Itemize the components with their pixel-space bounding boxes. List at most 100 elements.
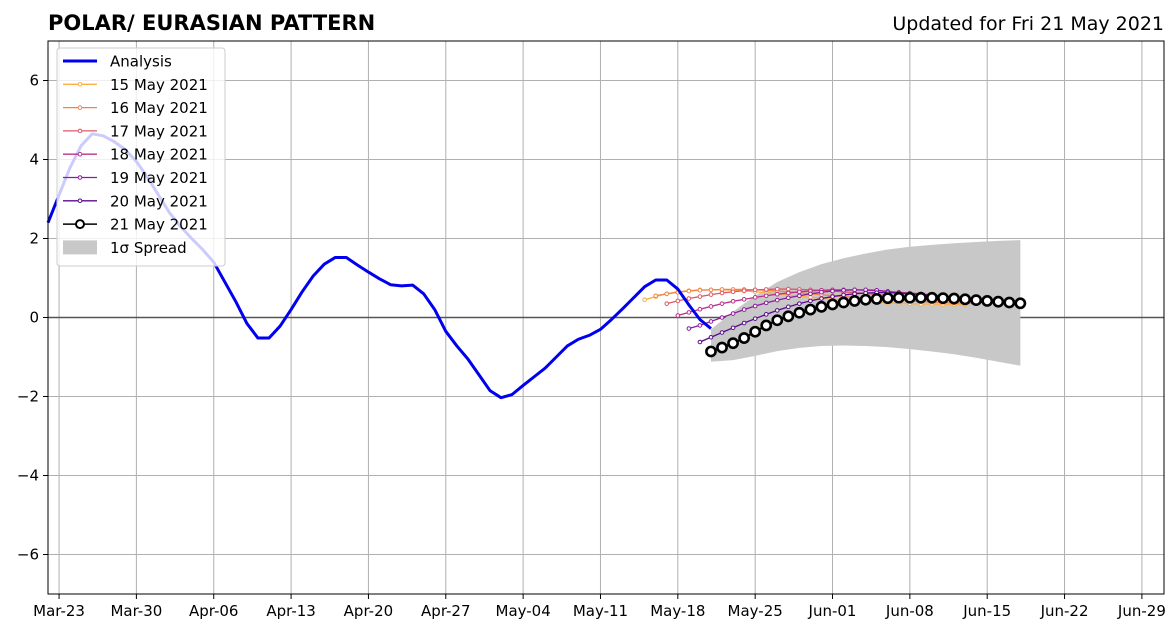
x-tick-label: May-04 bbox=[496, 602, 551, 620]
legend-label: 19 May 2021 bbox=[110, 169, 208, 187]
forecast-point bbox=[808, 291, 813, 297]
legend-swatch-marker bbox=[77, 82, 83, 87]
forecast-point bbox=[763, 312, 769, 317]
legend-label: Analysis bbox=[110, 53, 172, 71]
forecast-point bbox=[763, 300, 769, 306]
current-forecast-point bbox=[870, 293, 883, 305]
current-forecast-point bbox=[727, 337, 739, 350]
forecast-point bbox=[741, 320, 747, 326]
current-forecast-point bbox=[1003, 296, 1016, 309]
legend-label: 17 May 2021 bbox=[110, 122, 208, 140]
forecast-point bbox=[830, 288, 835, 294]
forecast-point bbox=[697, 306, 703, 312]
legend-label: 21 May 2021 bbox=[110, 216, 208, 234]
forecast-point bbox=[719, 301, 725, 306]
forecast-point bbox=[642, 297, 647, 303]
current-forecast-point bbox=[859, 293, 872, 306]
current-forecast-point bbox=[705, 345, 717, 358]
current-forecast-point bbox=[903, 291, 916, 304]
current-forecast-point bbox=[804, 303, 817, 316]
current-forecast-point bbox=[970, 294, 983, 307]
forecast-point bbox=[819, 289, 824, 295]
y-tick-label: 0 bbox=[29, 309, 39, 327]
legend-label: 16 May 2021 bbox=[110, 99, 208, 117]
forecast-point bbox=[752, 316, 758, 321]
current-forecast-point bbox=[992, 295, 1005, 308]
forecast-point bbox=[819, 296, 824, 301]
forecast-point bbox=[730, 289, 736, 295]
current-forecast-point bbox=[1014, 297, 1027, 310]
current-forecast-point bbox=[782, 310, 795, 323]
forecast-point bbox=[697, 294, 703, 299]
forecast-point bbox=[708, 334, 714, 340]
forecast-point bbox=[786, 290, 791, 296]
x-tick-label: Mar-30 bbox=[110, 602, 162, 620]
y-tick-label: −6 bbox=[17, 546, 39, 564]
forecast-point bbox=[841, 292, 846, 298]
x-tick-label: Jun-01 bbox=[808, 602, 857, 620]
forecast-point bbox=[786, 286, 791, 292]
y-tick-label: 2 bbox=[29, 230, 39, 248]
axis-ticks: Mar-23 Mar-30 Apr-06 Apr-13 Apr-20 Apr-27 May-… bbox=[17, 72, 1166, 621]
legend-swatch-marker bbox=[77, 175, 83, 180]
y-tick-label: −2 bbox=[17, 388, 39, 406]
forecast-point bbox=[664, 291, 670, 297]
current-forecast-point bbox=[749, 325, 762, 338]
legend-swatch-marker bbox=[77, 151, 83, 157]
x-tick-label: Jun-29 bbox=[1117, 602, 1166, 620]
legend-swatch-patch bbox=[63, 240, 97, 255]
forecast-point bbox=[774, 291, 780, 297]
current-forecast-point bbox=[826, 298, 839, 311]
x-tick-label: May-25 bbox=[728, 602, 783, 620]
forecast-point bbox=[697, 323, 703, 328]
current-forecast-point bbox=[760, 319, 773, 332]
legend-swatch-marker bbox=[77, 128, 83, 134]
forecast-point bbox=[774, 286, 780, 292]
forecast-point bbox=[730, 325, 736, 331]
forecast-point bbox=[786, 295, 791, 301]
y-tick-label: −4 bbox=[17, 467, 39, 485]
x-tick-label: Jun-15 bbox=[962, 602, 1011, 620]
x-tick-label: Mar-23 bbox=[33, 602, 85, 620]
forecast-point bbox=[686, 326, 692, 331]
forecast-point bbox=[686, 296, 692, 301]
legend-label: 18 May 2021 bbox=[110, 146, 208, 164]
current-forecast-point bbox=[915, 291, 927, 304]
legend-label: 1σ Spread bbox=[110, 239, 187, 257]
forecast-point bbox=[708, 287, 714, 293]
forecast-point bbox=[786, 304, 791, 310]
legend-swatch-marker bbox=[75, 219, 85, 230]
legend: Analysis 15 May 2021 16 May 2021 17 May 202… bbox=[56, 47, 226, 267]
forecast-point bbox=[719, 290, 725, 296]
x-tick-label: Apr-27 bbox=[421, 602, 471, 620]
forecast-point bbox=[686, 288, 692, 294]
current-forecast-point bbox=[771, 314, 784, 327]
forecast-point bbox=[675, 298, 681, 304]
forecast-point bbox=[797, 293, 802, 299]
forecast-point bbox=[752, 287, 758, 293]
y-tick-label: 6 bbox=[29, 72, 39, 90]
forecast-point bbox=[653, 293, 659, 299]
current-forecast-point bbox=[815, 300, 828, 313]
current-forecast-point bbox=[937, 292, 949, 305]
current-forecast-point bbox=[848, 295, 861, 307]
x-tick-label: Apr-20 bbox=[344, 602, 394, 620]
forecast-point bbox=[719, 330, 725, 335]
forecast-point bbox=[763, 287, 769, 292]
forecast-point bbox=[797, 301, 802, 306]
legend-swatch-marker bbox=[77, 105, 83, 110]
forecast-point bbox=[697, 287, 703, 293]
forecast-point bbox=[841, 287, 846, 293]
forecast-point bbox=[741, 307, 747, 312]
x-tick-label: May-11 bbox=[573, 602, 628, 620]
legend-label: 15 May 2021 bbox=[110, 76, 208, 94]
forecast-point bbox=[697, 339, 703, 345]
y-tick-label: 4 bbox=[29, 151, 39, 169]
updated-label: Updated for Fri 21 May 2021 bbox=[892, 13, 1164, 35]
legend-swatch-marker bbox=[77, 198, 83, 204]
current-forecast-point bbox=[926, 291, 938, 304]
forecast-point bbox=[730, 311, 736, 316]
forecast-point bbox=[852, 287, 857, 293]
forecast-point bbox=[752, 295, 758, 300]
